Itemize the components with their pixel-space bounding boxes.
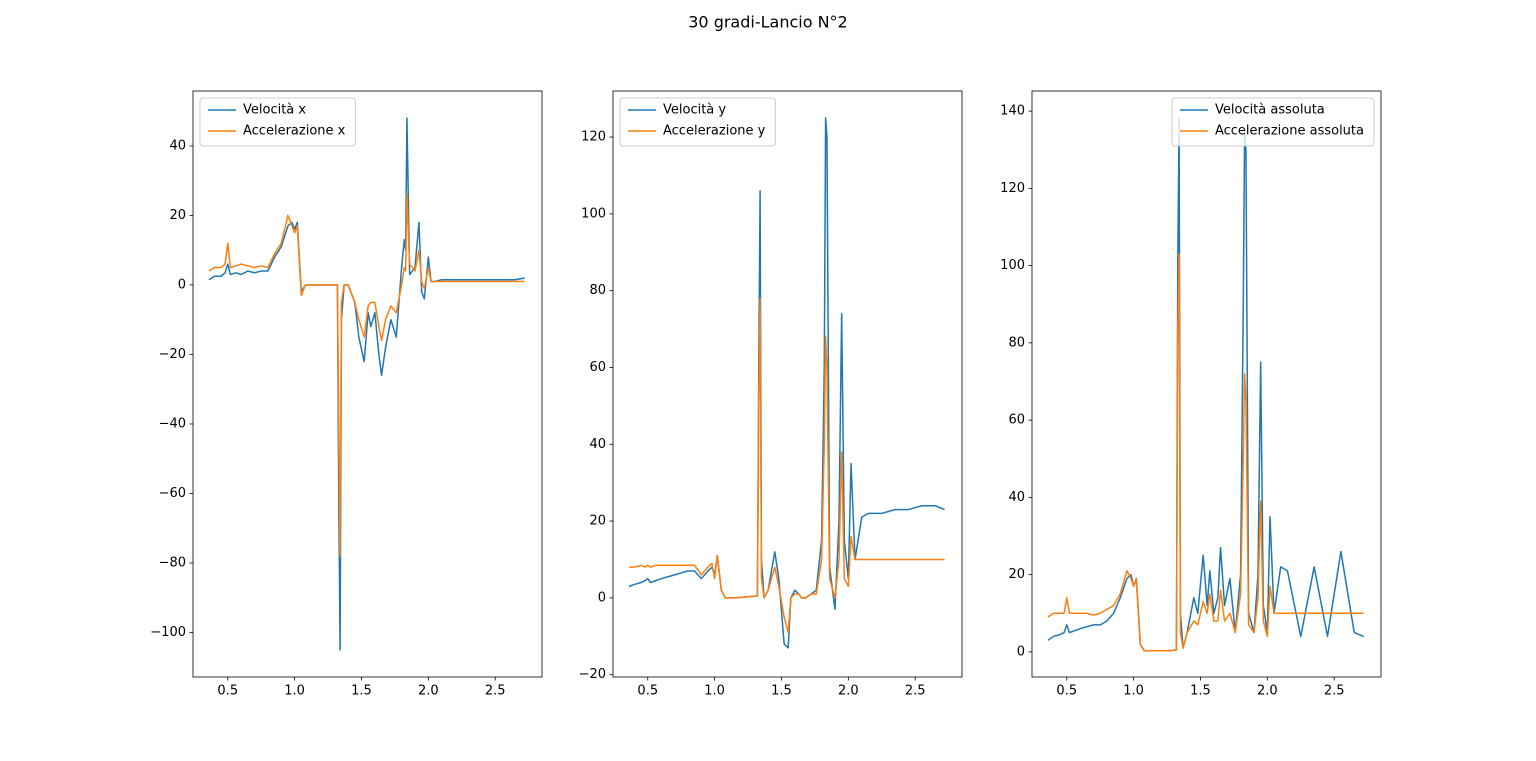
x-tick-label: 1.0: [1123, 684, 1144, 699]
y-tick-label: 120: [1000, 181, 1025, 196]
x-tick-label: 2.5: [485, 684, 506, 699]
axes-frame: [192, 90, 543, 678]
y-tick-label: 120: [581, 130, 606, 145]
legend-label: Velocità x: [243, 103, 306, 118]
y-tick-label: 0: [178, 277, 186, 292]
plot-area: [1047, 118, 1364, 652]
legend-box: [1171, 97, 1375, 147]
x-tick-label: 0.5: [637, 684, 658, 699]
x-tick-label: 2.0: [1257, 684, 1278, 699]
legend: Velocità y Accelerazione y: [619, 97, 776, 147]
y-tick-label: 40: [589, 437, 606, 452]
x-tick-label: 1.0: [704, 684, 725, 699]
x-tick-label: 1.5: [351, 684, 372, 699]
y-tick-label: 80: [1008, 335, 1025, 350]
x-tick-label: 0.5: [1056, 684, 1077, 699]
y-tick-label: 20: [1008, 567, 1025, 582]
data-line: [1047, 118, 1364, 652]
data-line: [628, 117, 945, 649]
legend-box: [619, 97, 776, 147]
y-tick-label: 140: [1000, 104, 1025, 119]
y-tick-label: 100: [1000, 258, 1025, 273]
x-tick-label: 0.5: [217, 684, 238, 699]
data-line: [208, 193, 525, 557]
axes-frame: [612, 90, 963, 678]
x-tick-label: 1.5: [771, 684, 792, 699]
x-tick-label: 2.5: [1324, 684, 1345, 699]
y-tick-label: 80: [589, 283, 606, 298]
x-tick-label: 2.0: [418, 684, 439, 699]
x-tick-label: 1.5: [1190, 684, 1211, 699]
data-line: [1047, 253, 1364, 652]
legend-label: Velocità assoluta: [1215, 103, 1325, 118]
y-tick-label: 100: [581, 206, 606, 221]
y-tick-label: 0: [598, 590, 606, 605]
y-tick-label: 60: [1008, 413, 1025, 428]
y-tick-label: 0: [1017, 644, 1025, 659]
figure-title: 30 gradi-Lancio N°2: [688, 13, 847, 32]
axes-frame: [1031, 90, 1382, 678]
legend-label: Accelerazione y: [663, 124, 766, 139]
data-line: [629, 297, 945, 634]
legend-label: Accelerazione assoluta: [1215, 124, 1364, 139]
y-tick-label: 20: [589, 514, 606, 529]
y-tick-label: −20: [579, 667, 606, 682]
y-tick-label: 40: [1008, 490, 1025, 505]
legend-label: Accelerazione x: [243, 124, 346, 139]
x-tick-label: 2.0: [838, 684, 859, 699]
y-tick-label: −60: [159, 486, 186, 501]
legend-box: [199, 97, 356, 147]
data-line: [208, 117, 525, 651]
legend: Velocità assoluta Accelerazione assoluta: [1171, 97, 1375, 147]
plot-area: [628, 117, 945, 649]
x-tick-label: 1.0: [284, 684, 305, 699]
y-tick-label: 60: [589, 360, 606, 375]
y-tick-label: −100: [150, 625, 186, 640]
x-tick-label: 2.5: [905, 684, 926, 699]
legend-label: Velocità y: [663, 103, 726, 118]
y-tick-label: −40: [159, 416, 186, 431]
y-tick-label: 20: [169, 208, 186, 223]
y-tick-label: 40: [169, 138, 186, 153]
plot-area: [208, 117, 525, 651]
y-tick-label: −20: [159, 347, 186, 362]
legend: Velocità x Accelerazione x: [199, 97, 356, 147]
y-tick-label: −80: [159, 555, 186, 570]
